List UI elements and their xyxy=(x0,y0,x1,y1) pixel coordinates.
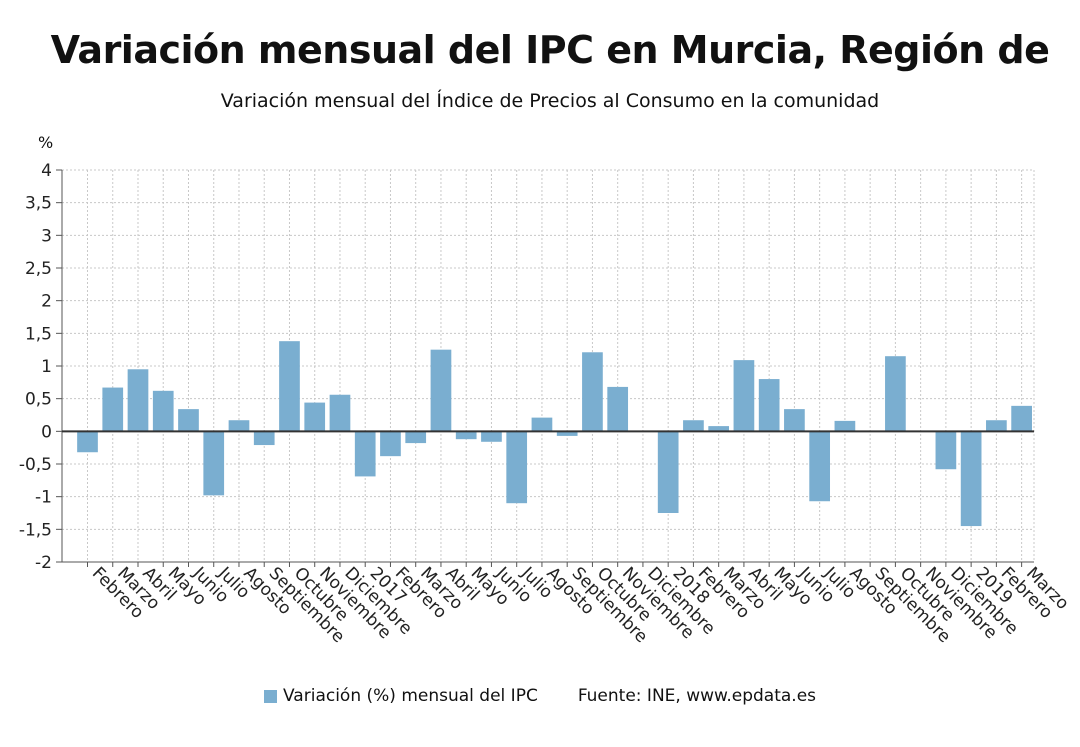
bar[interactable] xyxy=(582,352,603,432)
bar[interactable] xyxy=(960,431,982,527)
y-tick-label: -0,5 xyxy=(19,455,52,475)
chart-subtitle: Variación mensual del Índice de Precios … xyxy=(220,90,880,112)
bar[interactable] xyxy=(430,349,452,432)
bar[interactable] xyxy=(885,356,906,432)
legend-swatch xyxy=(264,689,277,703)
bar[interactable] xyxy=(329,394,351,432)
bar[interactable] xyxy=(607,386,629,432)
bar[interactable] xyxy=(531,417,553,432)
y-tick-label: -1 xyxy=(35,488,52,508)
source-label: Fuente: INE, www.epdata.es xyxy=(577,686,817,706)
bar[interactable] xyxy=(102,387,124,432)
bar[interactable] xyxy=(279,341,300,432)
y-tick-label: 0 xyxy=(41,422,52,442)
y-tick-label: -2 xyxy=(35,553,52,573)
bar[interactable] xyxy=(986,420,1007,432)
bars xyxy=(77,341,1032,527)
bar[interactable] xyxy=(809,431,831,502)
y-tick-label: -1,5 xyxy=(19,520,52,540)
y-tick-label: 1 xyxy=(41,357,52,377)
bar[interactable] xyxy=(127,369,149,432)
bar[interactable] xyxy=(733,360,755,432)
bar[interactable] xyxy=(935,431,957,470)
legend: Variación (%) mensual del IPC Fuente: IN… xyxy=(264,686,816,706)
y-tick-label: 2 xyxy=(41,292,52,312)
bar[interactable] xyxy=(481,431,502,442)
bar[interactable] xyxy=(758,379,780,432)
bar[interactable] xyxy=(152,390,174,432)
bar[interactable] xyxy=(228,420,250,432)
bar[interactable] xyxy=(203,431,225,496)
bar[interactable] xyxy=(405,431,427,444)
bar[interactable] xyxy=(506,431,528,504)
bar[interactable] xyxy=(657,431,679,513)
y-axis-unit: % xyxy=(38,133,54,152)
bar[interactable] xyxy=(834,420,856,432)
chart-title: Variación mensual del IPC en Murcia, Reg… xyxy=(50,28,1050,72)
bar[interactable] xyxy=(455,431,477,440)
bar[interactable] xyxy=(683,420,704,432)
bar[interactable] xyxy=(380,431,401,457)
y-tick-label: 3 xyxy=(41,226,52,246)
y-tick-label: 1,5 xyxy=(25,324,52,344)
bar[interactable] xyxy=(178,409,199,432)
y-tick-label: 0,5 xyxy=(25,390,52,410)
y-axis-ticks: 4 3,5 3 2,5 2 1,5 1 0,5 0 -0,5 -1 -1,5 -2 xyxy=(19,161,62,573)
legend-series-label: Variación (%) mensual del IPC xyxy=(283,686,538,706)
y-tick-label: 3,5 xyxy=(25,194,52,214)
y-tick-label: 4 xyxy=(41,161,52,181)
bar[interactable] xyxy=(708,426,730,432)
bar[interactable] xyxy=(1011,405,1032,432)
x-axis-ticks: FebreroMarzoAbrilMayoJunioJulioAgostoSep… xyxy=(86,562,1073,647)
bar[interactable] xyxy=(556,431,578,436)
bar[interactable] xyxy=(77,431,98,453)
bar[interactable] xyxy=(784,409,805,432)
bar[interactable] xyxy=(304,402,326,432)
bar[interactable] xyxy=(354,431,376,477)
bar[interactable] xyxy=(253,431,275,446)
y-tick-label: 2,5 xyxy=(25,259,52,279)
